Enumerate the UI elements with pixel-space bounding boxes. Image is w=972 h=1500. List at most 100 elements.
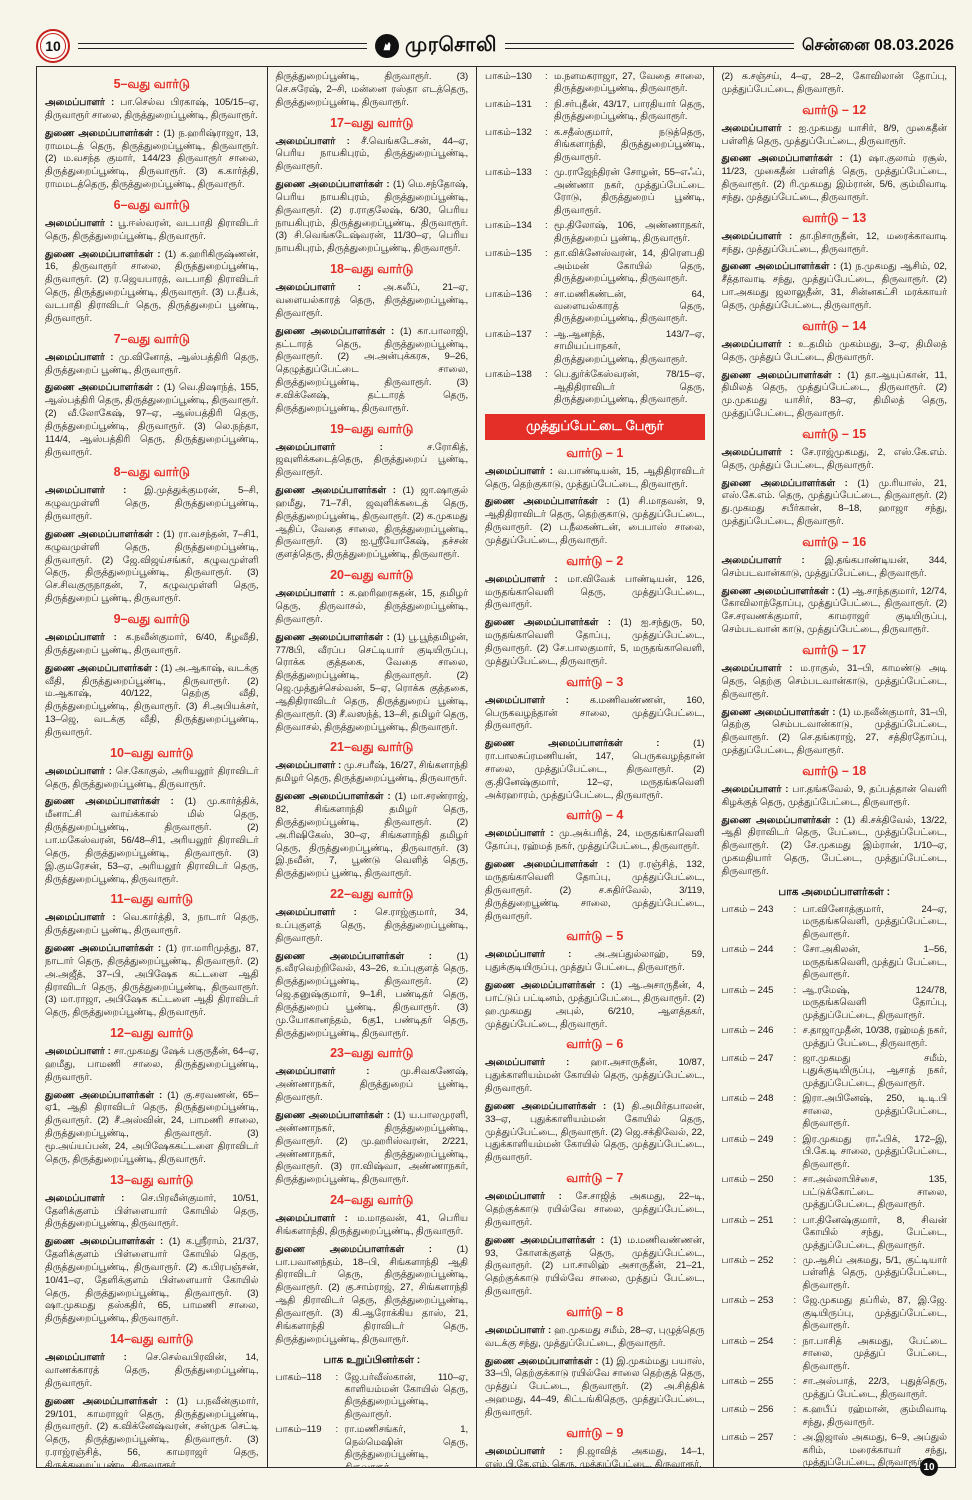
paragraph: துணை அமைப்பாளர்கள் : (1) க.ஸ்ரீராம், 21/… [45, 1236, 259, 1326]
paragraph: துணை அமைப்பாளர்கள் : (1) ம.நவீன்குமார், … [722, 707, 948, 758]
member-address: பெ.துர்க்கேஸ்வரன், 78/15–ஏ, ஆதிதிராவிடர்… [554, 369, 705, 406]
paragraph: அமைப்பாளர் : ஐ.முகமது யாசிர், 8/9, முகைத… [722, 123, 948, 149]
member-address: மு.ராஜேந்திரன் சோழன், 55–எஃப், அண்ணா நகர… [554, 167, 705, 216]
paragraph-text: (1) மா.சரண்ராஜ், 82, சிங்களாந்தி தமிழர் … [275, 791, 469, 880]
paragraph-label: அமைப்பாளர் : [45, 97, 115, 108]
member-colon: : [545, 369, 548, 381]
member-row: பாகம் – 255: சா.அஸ்பாத், 22/3, புதுத்தெரு… [722, 1376, 948, 1401]
masthead: முரசொலி [375, 34, 497, 59]
member-colon: : [545, 220, 548, 232]
paragraph: அமைப்பாளர் : செ.ராஜ்குமார், 34, உப்புகுள… [276, 907, 469, 946]
paragraph-label: அமைப்பாளர் : [275, 1213, 348, 1225]
member-row: பாகம்–130: ம.நளமகராஜா, 27, வேதை சாலை, திர… [485, 71, 705, 96]
paragraph: அமைப்பாளர் : க.ஹரிஹரசுதன், 15, தமிழர் தெ… [276, 588, 469, 627]
paragraph-text: இ.தங்கபாண்டியன், 344, செம்படவான்காடு, மு… [721, 554, 948, 579]
paragraph: அமைப்பாளர் : வெ.கார்த்தி, 3, நாடார் தெரு… [45, 912, 259, 938]
member-number: பாகம்–130 [485, 71, 532, 82]
paragraph: துணை அமைப்பாளர்கள் : (1) இ.முகம்மது பயாஸ… [485, 1356, 705, 1420]
member-row: பாகம் – 256: க.ஹபீப் ரஹ்மான், கும்மிவாடி … [721, 1404, 948, 1429]
member-row: பாகம்–136: சா.மணிகண்டன், 64, வளையல்காரத் … [485, 288, 705, 326]
paragraph-label: துணை அமைப்பாளர்கள் : [45, 1395, 169, 1407]
paragraph-text: சே.சாஜித் அகமது, 22–டி, தெற்குக்காடு ரயி… [485, 1191, 705, 1228]
paragraph-text: (1) மெ.சந்தோஷ், பெரிய நாயகிபுரம், திருத்… [275, 179, 469, 255]
paragraph: துணை அமைப்பாளர்கள் : (1) பா.பவானந்தம், 1… [276, 1244, 469, 1347]
paragraph-text: மு.வினோத், ஆஸ்பத்திரி தெரு, திருத்துறைப்… [45, 351, 259, 376]
paragraph-label: துணை அமைப்பாளர்கள் : [45, 127, 160, 139]
paragraph: துணை அமைப்பாளர்கள் : (1) கா.பாலாஜி, தட்ட… [276, 326, 469, 416]
paragraph-text: (1) ஐ.சந்துரு, 50, மருதங்காவெளி தோப்பு, … [485, 617, 705, 667]
paragraph-label: துணை அமைப்பாளர்கள் : [275, 631, 390, 643]
member-address: சா.அஸ்பாத், 22/3, புதுத்தெரு, முத்துப் ப… [802, 1376, 948, 1400]
paragraph: அமைப்பாளர் : மு.சபரீஷ், 16/27, சிங்களாந்… [276, 760, 469, 786]
paragraph-text: பா.தங்கவேல், 9, தப்பத்தான் வெளி கிழக்குத… [721, 783, 948, 808]
paragraph-text: சா.முகமது ஷேக் பகுருதீன், 64–ஏ, ஹமீது, ப… [45, 1046, 259, 1083]
paragraph-text: (1) ய.பாலமுரளி, அண்ணாநகர், திருத்துறைப்ப… [275, 1110, 469, 1186]
list-subheading: பாக உறுப்பினர்கள் : [323, 1353, 421, 1366]
paragraph-text: மு.சபரீஷ், 16/27, சிங்களாந்தி தமிழர் தெர… [275, 760, 469, 785]
paragraph-text: சே.ராஜ்முகமது, 2, எஸ்.கே.எம். தெரு, முத்… [721, 446, 948, 471]
paragraph-text: (1) ரா.பாலசுப்ரமணியன், 147, பெருகவழந்தான… [485, 738, 705, 801]
paragraph: துணை அமைப்பாளர்கள் : (1) கி.சக்திவேல், 1… [722, 815, 948, 879]
member-address: இரா.அபினேஷ், 250, டி.டி.பி சாலை, முத்துப… [802, 1093, 948, 1130]
ward-heading: வார்டு – 13 [802, 210, 867, 225]
ward-heading: 19–வது வார்டு [330, 421, 414, 436]
member-address: ஜா.முகமது சமீம், புதுக்குடியிருப்பு, ஆசா… [802, 1052, 948, 1089]
paragraph: அமைப்பாளர் : க.மணிவண்ணன், 160, பெருகவழந்… [485, 695, 705, 734]
paragraph: அமைப்பாளர் : சே.சாஜித் அகமது, 22–டி, தெற… [485, 1191, 705, 1230]
paragraph: அமைப்பாளர் : ம.மாதவன், 41, பெரிய சிங்களா… [276, 1213, 469, 1239]
member-number: பாகம் – 250 [721, 1174, 774, 1186]
member-colon: : [793, 984, 797, 996]
member-row: பாகம் – 245: ஆ.ரமேஷ், 124/78, மருதங்கவெளி… [722, 984, 948, 1022]
member-number: பாகம்–119 [275, 1424, 322, 1436]
header-rule-left [78, 43, 367, 49]
section-banner: முத்துப்பேட்டை பேரூர் [485, 413, 705, 440]
paragraph: அமைப்பாளர் : பா.தங்கவேல், 9, தப்பத்தான் … [721, 783, 948, 810]
member-row: பாகம் – 253: ஜே.முகமது தப்ரில், 87, இ.ஜே.… [722, 1295, 948, 1332]
member-number: பாகம்–134 [485, 220, 532, 232]
paragraph-text: (1) தி.அமிர்தபாலன், 33–ஏ, புதுக்காளியம்ம… [485, 1100, 705, 1164]
paragraph-text: க.நவீன்குமார், 6/40, கீழவீதி, திருத்துறை… [45, 632, 259, 656]
paragraph: அமைப்பாளர் : வ.பாண்டியன், 15, ஆதிதிராவிட… [485, 465, 705, 492]
ward-heading: வார்டு – 6 [566, 1037, 624, 1052]
paragraph: அமைப்பாளர் : இ.தங்கபாண்டியன், 344, செம்ப… [721, 554, 948, 581]
paragraph: துணை அமைப்பாளர்கள் : (1) அ.ஆகாஷ், வடக்கு… [45, 663, 259, 740]
ward-heading: வார்டு – 17 [802, 643, 867, 657]
paragraph-text: செ.கோகுல், அரியலூர் திராவிடர் தெரு, திரு… [45, 765, 259, 790]
member-row: பாகம்–133: மு.ராஜேந்திரன் சோழன், 55–எஃப்,… [485, 167, 705, 217]
paragraph-text: (1) பா.பவானந்தம், 18–பி, சிங்களாந்தி ஆதி… [275, 1243, 469, 1345]
member-number: பாகம் – 248 [721, 1093, 774, 1105]
paragraph: துணை அமைப்பாளர்கள் : (1) க.ஹரிகிருஷ்ணன்,… [45, 249, 259, 326]
paragraph-label: அமைப்பாளர் : [45, 217, 113, 229]
paragraph: அமைப்பாளர் : நி.ஜாவித் அகமது, 14–1, எஸ்.… [485, 1446, 705, 1467]
member-row: பாகம் – 249: இர.முகமது ராஃபிக், 172–இ, பி… [722, 1134, 948, 1171]
paragraph-label: அமைப்பாளர் : [485, 465, 553, 477]
paragraph-label: அமைப்பாளர் : [45, 485, 127, 497]
paragraph-text: (1) க.ஸ்ரீராம், 21/37, தேளிக்குளம் பிள்ள… [45, 1236, 259, 1325]
member-number: பாகம்–136 [485, 288, 532, 300]
member-colon: : [335, 1371, 339, 1383]
member-row: பாகம் – 247: ஜா.முகமது சமீம், புதுக்குடிய… [722, 1052, 948, 1090]
paragraph-text: ம.மாதவன், 41, பெரிய சிங்களாந்தி, திருத்த… [275, 1213, 469, 1237]
ward-heading: 13–வது வார்டு [110, 1172, 194, 1187]
paragraph-label: அமைப்பாளர் : [275, 760, 342, 772]
paragraph: அமைப்பாளர் : சே.ராஜ்முகமது, 2, எஸ்.கே.எம… [721, 446, 948, 473]
paragraph: அமைப்பாளர் : ஹா.அசாருதீன், 10/87, புதுக்… [485, 1057, 705, 1096]
ward-heading: வார்டு – 7 [566, 1171, 624, 1186]
member-row: பாகம் – 243: பா.வினோத்குமார், 24–ஏ, மருதங… [722, 904, 948, 941]
member-address: அ.இஜாஸ் அகமது, 6–9, அப்துல் கரிம், மரைக்… [802, 1432, 948, 1467]
member-number: பாகம் – 256 [721, 1404, 774, 1416]
paragraph-text: வ.பாண்டியன், 15, ஆதிதிராவிடர் தெரு, தெற்… [485, 465, 705, 490]
paragraph-label: அமைப்பாளர் : [275, 441, 383, 453]
member-number: பாகம்–132 [485, 126, 532, 138]
paragraph-label: துணை அமைப்பாளர்கள் : [45, 1089, 163, 1101]
member-address: நா.பாசித் அகமது, பேட்டை சாலை, முத்துப் ப… [802, 1335, 948, 1372]
paragraph-text: (1) ந.ஹரிஷ்ராஜா, 13, ராமமடத் தெரு, திருத… [45, 127, 259, 191]
paragraph-label: துணை அமைப்பாளர்கள் : [485, 1100, 607, 1112]
ward-heading: 22–வது வார்டு [330, 887, 414, 902]
paragraph-label: துணை அமைப்பாளர்கள் : [721, 153, 843, 165]
paragraph-label: துணை அமைப்பாளர்கள் : [275, 950, 432, 962]
member-number: பாகம்–131 [485, 98, 532, 110]
member-colon: : [793, 944, 797, 956]
paragraph-label: துணை அமைப்பாளர்கள் : [275, 325, 395, 337]
paragraph-text: திருத்துறைப்பூண்டி, திருவாரூர். (3) செ.ச… [275, 71, 469, 108]
